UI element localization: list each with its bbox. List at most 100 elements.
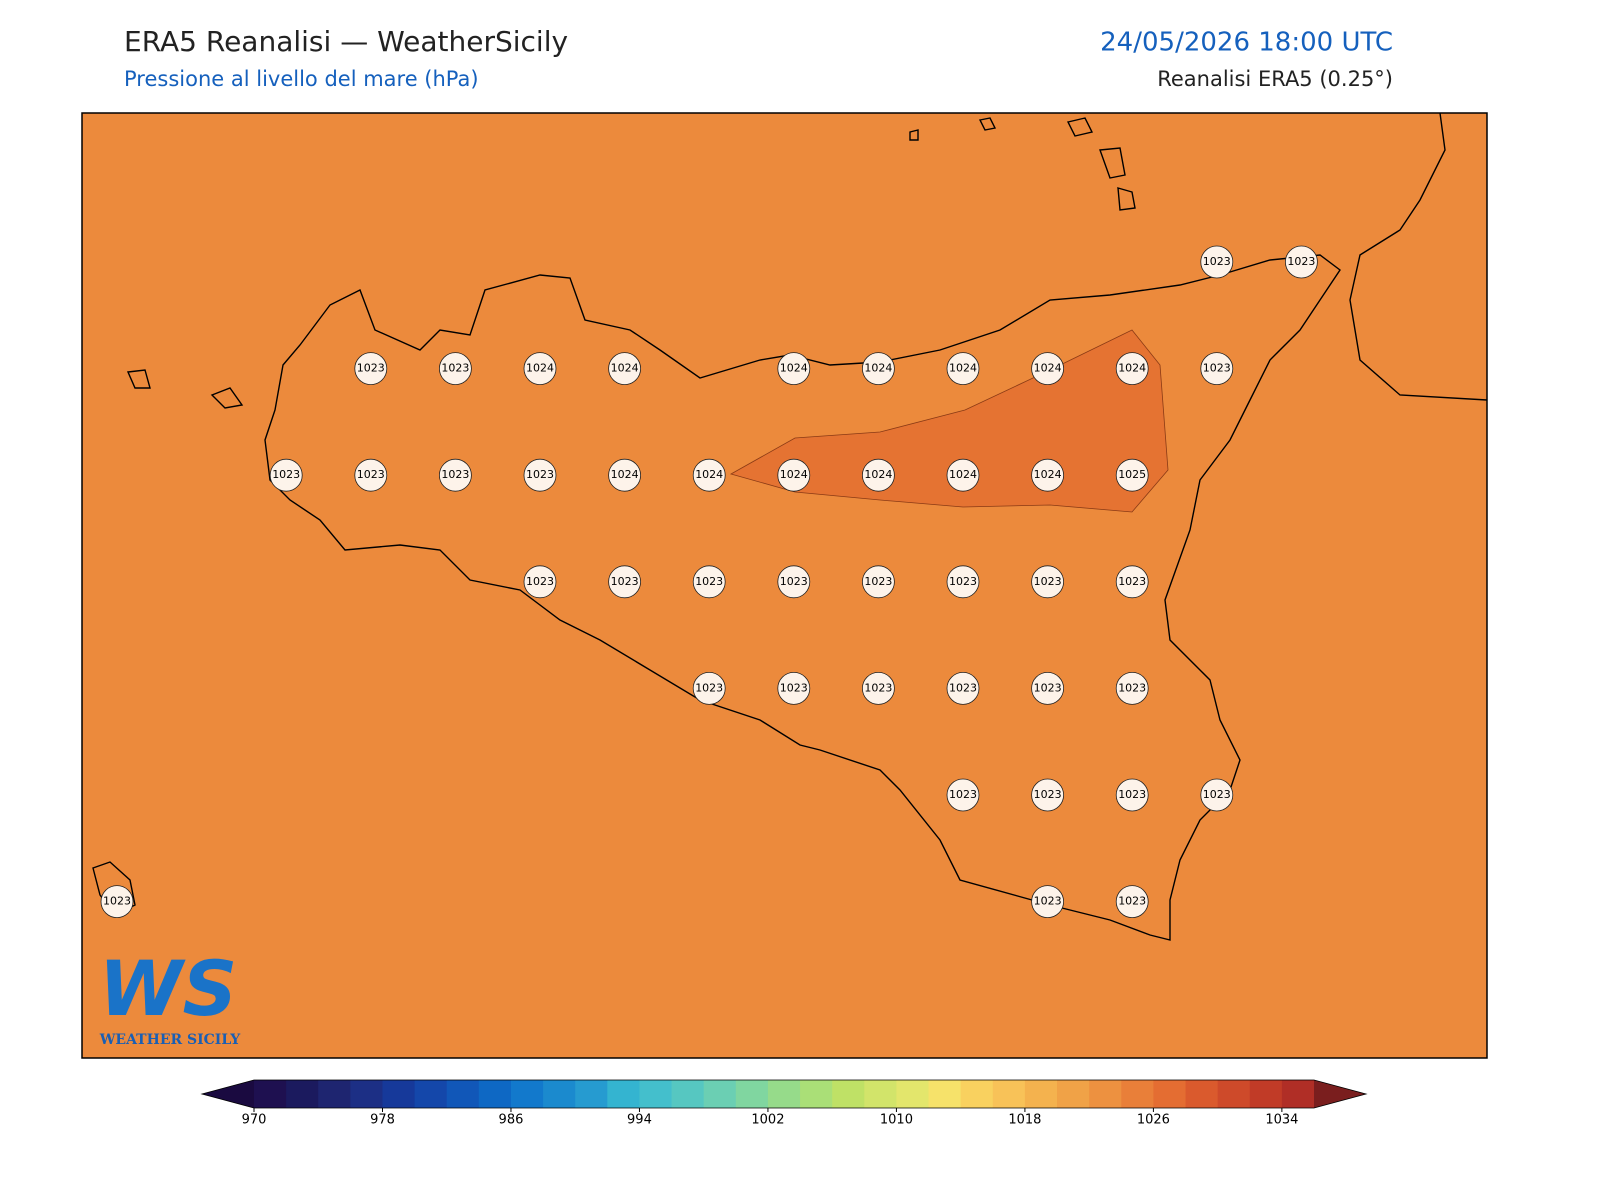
pressure-point (1031, 672, 1064, 705)
colorbar-segment (254, 1080, 287, 1108)
pressure-label: 1023 (357, 362, 385, 375)
colorbar-tick-label: 1026 (1137, 1113, 1170, 1128)
pressure-point (523, 565, 557, 599)
pressure-label: 1024 (695, 468, 723, 481)
pressure-point (862, 352, 895, 386)
pressure-label: 1023 (949, 788, 977, 801)
pressure-point (1031, 352, 1064, 386)
pressure-label: 1023 (526, 575, 554, 588)
pressure-point (862, 458, 895, 492)
pressure-point (100, 885, 134, 918)
pressure-point (946, 458, 980, 492)
pressure-label: 1024 (526, 362, 554, 375)
colorbar-segment (671, 1080, 705, 1108)
pressure-point (608, 352, 641, 386)
pressure-point (1115, 885, 1149, 918)
colorbar-segment (1217, 1080, 1251, 1108)
colorbar-tick-label: 1002 (751, 1113, 784, 1128)
pressure-label: 1024 (949, 468, 977, 481)
pressure-label: 1024 (949, 362, 977, 375)
pressure-point (269, 458, 303, 492)
pressure-label: 1024 (1034, 362, 1062, 375)
calabria-coast (1349, 113, 1487, 401)
pressure-point (862, 565, 895, 599)
pressure-label: 1023 (611, 575, 639, 588)
colorbar-segment (414, 1080, 448, 1108)
colorbar-tick-label: 1034 (1265, 1113, 1298, 1128)
pressure-label: 1024 (780, 362, 808, 375)
colorbar-segment (992, 1080, 1026, 1108)
pressure-point (946, 565, 980, 599)
colorbar-tick-label: 994 (627, 1113, 652, 1128)
colorbar-segment (510, 1080, 544, 1108)
pressure-label: 1023 (864, 575, 892, 588)
pressure-label: 1023 (780, 575, 808, 588)
pressure-label: 1023 (1118, 575, 1146, 588)
pressure-label: 1023 (272, 468, 300, 481)
pressure-label: 1023 (1203, 788, 1231, 801)
colorbar-segment (607, 1080, 640, 1108)
pressure-point (1115, 352, 1149, 386)
pressure-label: 1024 (611, 468, 639, 481)
pressure-label: 1023 (1118, 788, 1146, 801)
pressure-point (1115, 672, 1149, 705)
pressure-point (777, 352, 811, 386)
pressure-label: 1024 (611, 362, 639, 375)
sicily-coast (264, 254, 1341, 941)
pressure-point (1200, 778, 1234, 812)
pressure-label: 1024 (864, 468, 892, 481)
colorbar-segment (639, 1080, 673, 1108)
pressure-point (1115, 458, 1149, 492)
colorbar-segment (1057, 1080, 1090, 1108)
pressure-label: 1023 (949, 681, 977, 694)
pressure-point (777, 672, 811, 705)
colorbar-segment (767, 1080, 801, 1108)
pressure-point (523, 352, 557, 386)
pressure-label: 1024 (864, 362, 892, 375)
pressure-label: 1023 (1287, 255, 1315, 268)
colorbar-segment (1024, 1080, 1058, 1108)
pressure-point (608, 565, 641, 599)
pressure-label: 1023 (1034, 575, 1062, 588)
colorbar-segment (1121, 1080, 1154, 1108)
pressure-point (692, 672, 726, 705)
map-frame (81, 112, 1488, 1059)
pressure-point (608, 458, 641, 492)
pressure-point (523, 458, 557, 492)
colorbar-segment (896, 1080, 930, 1108)
pressure-point (946, 672, 980, 705)
pressure-label: 1023 (1203, 255, 1231, 268)
pressure-label: 1023 (1034, 681, 1062, 694)
pressure-label: 1023 (441, 468, 469, 481)
colorbar-tick-label: 1018 (1008, 1113, 1041, 1128)
pressure-label: 1023 (441, 362, 469, 375)
colorbar-segment (960, 1080, 994, 1108)
pressure-label: 1024 (780, 468, 808, 481)
pressure-label: 1023 (103, 895, 131, 908)
pressure-label: 1024 (1034, 468, 1062, 481)
pressure-label: 1023 (780, 681, 808, 694)
colorbar-segment (575, 1080, 608, 1108)
pressure-point (946, 352, 980, 386)
colorbar-segment (864, 1080, 897, 1108)
colorbar-segment (1281, 1080, 1315, 1108)
pressure-label: 1024 (1118, 362, 1146, 375)
pressure-point (1031, 778, 1064, 812)
pressure-point (354, 458, 388, 492)
pressure-label: 1023 (695, 681, 723, 694)
pressure-point (692, 458, 726, 492)
pressure-point (777, 565, 811, 599)
pressure-point (1115, 778, 1149, 812)
pressure-point (1031, 458, 1064, 492)
pressure-point (1200, 245, 1234, 279)
pressure-label: 1023 (357, 468, 385, 481)
colorbar-segment (1153, 1080, 1187, 1108)
pressure-label: 1023 (1034, 788, 1062, 801)
pressure-label: 1023 (1034, 895, 1062, 908)
colorbar-segment (703, 1080, 737, 1108)
pressure-point (1031, 565, 1064, 599)
colorbar-extend-high (1314, 1080, 1366, 1108)
colorbar-segment (800, 1080, 833, 1108)
